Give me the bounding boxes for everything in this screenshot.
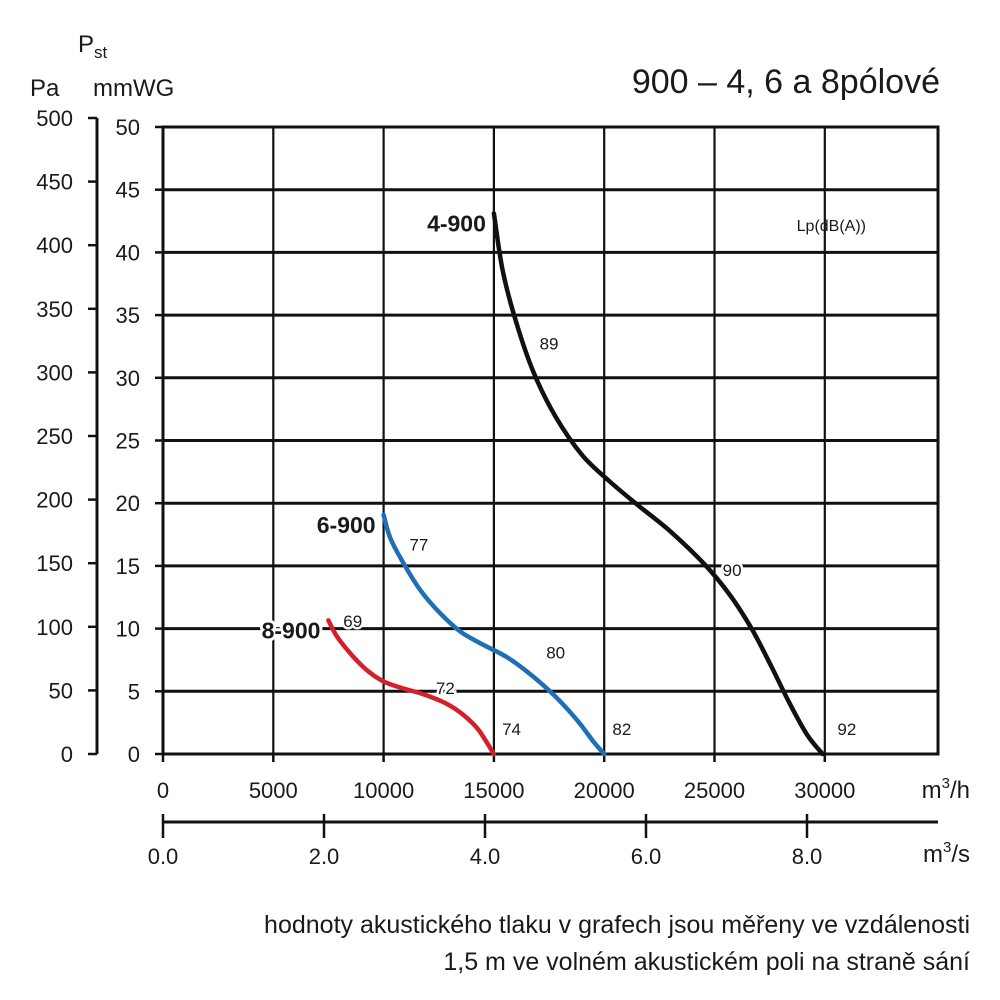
y-axis-unit-mmwg: mmWG [93, 75, 174, 102]
dba-label-6-900: 82 [612, 720, 631, 739]
x-tick-label-m3s: 6.0 [631, 844, 662, 869]
x-tick-label-m3h: 15000 [463, 778, 524, 803]
dba-label-8-900: 72 [436, 679, 455, 698]
series-line-8-900 [326, 618, 497, 757]
dba-label-8-900: 69 [343, 612, 362, 631]
y-tick-label-mmwg: 5 [128, 679, 140, 704]
y-tick-label-pa: 250 [36, 424, 73, 449]
y-tick-label-pa: 400 [36, 233, 73, 258]
y-tick-label-pa: 50 [49, 678, 73, 703]
x-ticks-m3h: 0 5000 10000 15000 20000 25000 30000 [157, 754, 855, 803]
y-tick-label-mmwg: 50 [116, 115, 140, 140]
x-tick-label-m3h: 10000 [353, 778, 414, 803]
x-axis-unit-m3s: m3/s [923, 839, 970, 868]
x-tick-label-m3s: 2.0 [309, 844, 340, 869]
y-tick-label-mmwg: 10 [116, 617, 140, 642]
grid [163, 127, 938, 754]
y-tick-label-pa: 0 [61, 742, 73, 767]
x-tick-label-m3h: 20000 [574, 778, 635, 803]
dba-label-4-900: 89 [540, 335, 559, 354]
series-label-6-900: 6-900 [317, 512, 376, 538]
y-tick-label-pa: 450 [36, 170, 73, 195]
x-tick-label-m3h: 0 [157, 778, 169, 803]
dba-label-6-900: 77 [409, 535, 428, 554]
series-label-4-900: 4-900 [427, 210, 486, 236]
series-label-8-900: 8-900 [262, 617, 321, 643]
footnote-line-1: hodnoty akustického tlaku v grafech jsou… [264, 911, 970, 939]
y-tick-label-mmwg: 20 [116, 491, 140, 516]
y-tick-label-mmwg: 45 [116, 178, 140, 203]
y-tick-label-pa: 150 [36, 551, 73, 576]
y-tick-label-pa: 350 [36, 297, 73, 322]
y-tick-label-mmwg: 30 [116, 366, 140, 391]
x-tick-label-m3s: 0.0 [148, 844, 179, 869]
y-tick-label-pa: 100 [36, 615, 73, 640]
x-tick-label-m3h: 30000 [794, 778, 855, 803]
y-tick-label-mmwg: 35 [116, 303, 140, 328]
series-line-4-900 [491, 211, 825, 757]
y-axis-label-pst: Pst [78, 31, 108, 62]
y-axis-unit-pa: Pa [30, 75, 60, 102]
y-tick-label-pa: 300 [36, 360, 73, 385]
y-ticks-mmwg: 0 5 10 15 20 25 30 35 40 45 50 [116, 115, 163, 767]
series-line-6-900 [381, 512, 607, 757]
x-tick-label-m3s: 4.0 [470, 844, 501, 869]
dba-label-4-900: 92 [837, 720, 856, 739]
y-tick-label-pa: 500 [36, 106, 73, 131]
x-tick-label-m3s: 8.0 [792, 844, 823, 869]
y-tick-label-pa: 200 [36, 488, 73, 513]
dba-label-4-900: 90 [723, 561, 742, 580]
series-layer: 4-900 89 90 92 6-900 77 80 82 8-900 69 72 74 [259, 207, 859, 757]
chart-title: 900 – 4, 6 a 8pólové [632, 63, 940, 101]
dba-label-6-900: 80 [546, 644, 565, 663]
x-tick-label-m3h: 5000 [249, 778, 298, 803]
y-ticks-pa: 0 50 100 150 200 250 300 350 400 450 500 [36, 106, 97, 767]
y-tick-label-mmwg: 0 [128, 742, 140, 767]
x-tick-label-m3h: 25000 [684, 778, 745, 803]
footnote-line-2: 1,5 m ve volném akustickém poli na stran… [443, 948, 970, 976]
fan-performance-chart: 900 – 4, 6 a 8pólové Pst Pa mmWG 0501001… [30, 31, 970, 869]
legend-text-dba: Lp(dB(A)) [797, 218, 866, 235]
y-tick-label-mmwg: 25 [116, 429, 140, 454]
y-tick-label-mmwg: 15 [116, 554, 140, 579]
x-ticks-m3s: 0.0 2.0 4.0 6.0 8.0 [148, 814, 823, 869]
y-tick-label-mmwg: 40 [116, 240, 140, 265]
x-axis-unit-m3h: m3/h [922, 775, 970, 804]
dba-label-8-900: 74 [502, 720, 521, 739]
